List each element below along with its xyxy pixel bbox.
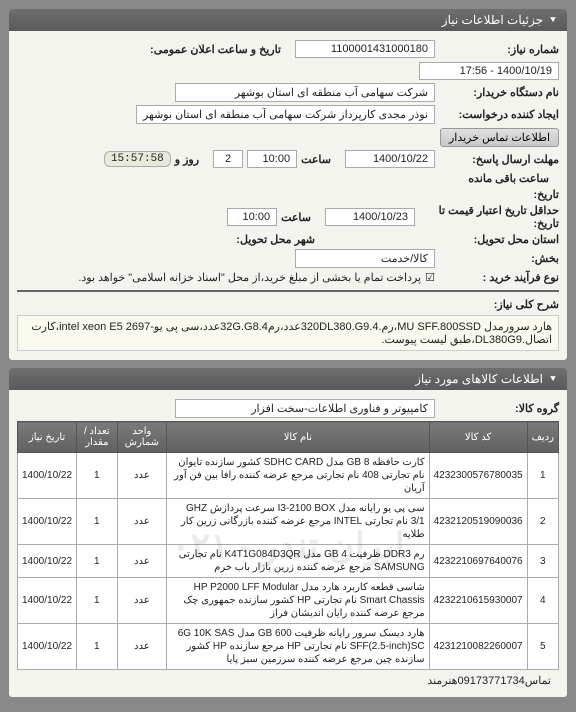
need-info-panel: ⯆ جزئیات اطلاعات نیاز شماره نیاز: 110000…: [8, 8, 568, 361]
cell-qty: 1: [77, 545, 118, 578]
table-row[interactable]: 54231210082260007هارد دیسک سرور رایانه ظ…: [18, 624, 559, 670]
cell-code: 4232300576780035: [429, 453, 527, 499]
items-panel: ⯆ اطلاعات کالاهای مورد نیاز گروه کالا: ک…: [8, 367, 568, 698]
cell-qty: 1: [77, 453, 118, 499]
cell-idx: 1: [527, 453, 558, 499]
cell-idx: 2: [527, 499, 558, 545]
cell-date: 1400/10/22: [18, 545, 77, 578]
cell-code: 4232210615930007: [429, 578, 527, 624]
table-row[interactable]: 24232120519090036سی پی یو رایانه مدل I3-…: [18, 499, 559, 545]
process-note: پرداخت تمام یا بخشی از مبلغ خرید،از محل …: [78, 271, 421, 284]
announce-label: تاریخ و ساعت اعلان عمومی:: [150, 43, 281, 56]
cell-name: سی پی یو رایانه مدل I3-2100 BOX سرعت پرد…: [167, 499, 429, 545]
cell-name: هارد دیسک سرور رایانه ظرفیت GB 600 مدل 6…: [167, 624, 429, 670]
cell-code: 4232210697640076: [429, 545, 527, 578]
process-checkbox[interactable]: ☑: [425, 271, 435, 284]
process-label: نوع فرآیند خرید :: [439, 271, 559, 284]
table-row[interactable]: 14232300576780035کارت حافظه GB 8 مدل SDH…: [18, 453, 559, 499]
items-header[interactable]: ⯆ اطلاعات کالاهای مورد نیاز: [9, 368, 567, 390]
cell-idx: 5: [527, 624, 558, 670]
cell-date: 1400/10/22: [18, 578, 77, 624]
delivery-city-label: شهر محل تحویل:: [195, 233, 315, 246]
need-info-body: شماره نیاز: 1100001431000180 تاریخ و ساع…: [9, 31, 567, 360]
cell-idx: 4: [527, 578, 558, 624]
footer-contact: تماس09173771734هنرمند: [17, 670, 559, 691]
col-date: تاریخ نیاز: [18, 422, 77, 453]
group-field: کامپیوتر و فناوری اطلاعات-سخت افزار: [175, 399, 435, 418]
cell-unit: عدد: [117, 545, 167, 578]
cell-name: رم DDR3 ظرفیت GB 4 مدل K4T1G084D3QR نام …: [167, 545, 429, 578]
cell-qty: 1: [77, 624, 118, 670]
col-qty: تعداد / مقدار: [77, 422, 118, 453]
cell-unit: عدد: [117, 499, 167, 545]
announce-field: 1400/10/19 - 17:56: [419, 62, 559, 80]
table-row[interactable]: 34232210697640076رم DDR3 ظرفیت GB 4 مدل …: [18, 545, 559, 578]
cell-qty: 1: [77, 499, 118, 545]
hour-label: ساعت: [301, 153, 331, 166]
cell-code: 4231210082260007: [429, 624, 527, 670]
col-code: کد کالا: [429, 422, 527, 453]
contact-button[interactable]: اطلاعات تماس خریدار: [440, 128, 559, 147]
creator-field: نوذر مجدی کارپرداز شرکت سهامی آب منطقه ا…: [136, 105, 435, 124]
buyer-label: نام دستگاه خریدار:: [439, 86, 559, 99]
col-name: نام کالا: [167, 422, 429, 453]
chevron-down-icon: ⯆: [549, 374, 557, 385]
cell-qty: 1: [77, 578, 118, 624]
cell-code: 4232120519090036: [429, 499, 527, 545]
buyer-field: شرکت سهامی آب منطقه ای استان بوشهر: [175, 83, 435, 102]
validity-hour-label: ساعت: [281, 211, 311, 224]
chevron-down-icon: ⯆: [549, 15, 557, 26]
deadline-label: مهلت ارسال پاسخ:: [439, 153, 559, 166]
validity-label: حداقل تاریخ اعتبار قیمت تا تاریخ:: [419, 204, 559, 230]
cell-unit: عدد: [117, 624, 167, 670]
need-no-field: 1100001431000180: [295, 40, 435, 58]
items-table-wrap: ایران تندر - ۰۲۱ ردیف کد کالا نام کالا و…: [17, 421, 559, 670]
items-body: گروه کالا: کامپیوتر و فناوری اطلاعات-سخت…: [9, 390, 567, 697]
general-desc-label: شرح کلی نیاز:: [439, 298, 559, 311]
cell-date: 1400/10/22: [18, 624, 77, 670]
cell-unit: عدد: [117, 453, 167, 499]
cell-idx: 3: [527, 545, 558, 578]
cell-unit: عدد: [117, 578, 167, 624]
validity-date: 1400/10/23: [325, 208, 415, 226]
cell-date: 1400/10/22: [18, 453, 77, 499]
deadline-hour: 10:00: [247, 150, 297, 168]
need-info-title: جزئیات اطلاعات نیاز: [442, 13, 543, 27]
cell-name: شاسی قطعه کاربرد هارد مدل HP P2000 LFF M…: [167, 578, 429, 624]
district-field: کالا/خدمت: [295, 249, 435, 268]
table-header-row: ردیف کد کالا نام کالا واحد شمارش تعداد /…: [18, 422, 559, 453]
col-idx: ردیف: [527, 422, 558, 453]
divider: [17, 290, 559, 292]
remain-timer: 15:57:58: [104, 151, 171, 167]
cell-name: کارت حافظه GB 8 مدل SDHC CARD کشور سازند…: [167, 453, 429, 499]
remain-label: ساعت باقی مانده: [468, 172, 549, 185]
items-title: اطلاعات کالاهای مورد نیاز: [415, 372, 543, 386]
day-label: روز و: [175, 153, 199, 166]
need-no-label: شماره نیاز:: [439, 43, 559, 56]
general-desc: هارد سرورمدل MU SFF.800SSD،رم.320DL380.G…: [17, 315, 559, 351]
history-label: تاریخ:: [439, 188, 559, 201]
table-row[interactable]: 44232210615930007شاسی قطعه کاربرد هارد م…: [18, 578, 559, 624]
day-val: 2: [213, 150, 243, 168]
need-info-header[interactable]: ⯆ جزئیات اطلاعات نیاز: [9, 9, 567, 31]
cell-date: 1400/10/22: [18, 499, 77, 545]
col-unit: واحد شمارش: [117, 422, 167, 453]
district-label: بخش:: [439, 252, 559, 265]
creator-label: ایجاد کننده درخواست:: [439, 108, 559, 121]
items-table: ردیف کد کالا نام کالا واحد شمارش تعداد /…: [17, 421, 559, 670]
group-label: گروه کالا:: [439, 402, 559, 415]
deadline-date: 1400/10/22: [345, 150, 435, 168]
validity-hour: 10:00: [227, 208, 277, 226]
delivery-prov-label: استان محل تحویل:: [439, 233, 559, 246]
